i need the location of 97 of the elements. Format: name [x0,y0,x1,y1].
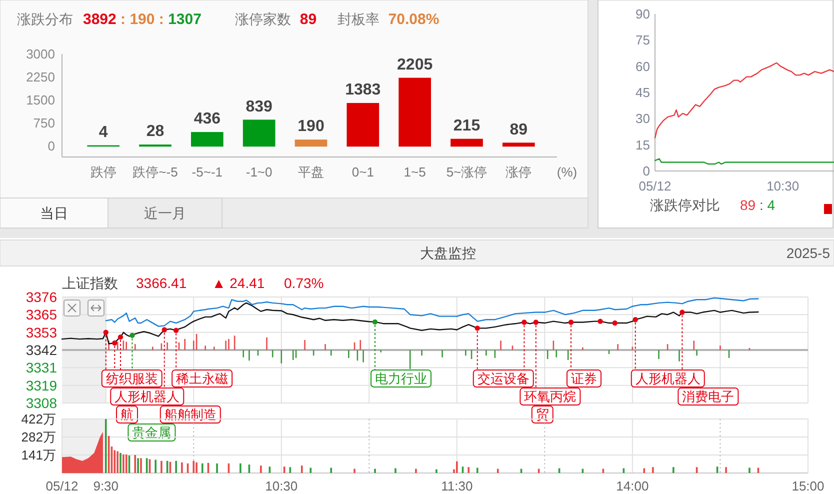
y-tick-label: 1500 [26,92,55,108]
point [173,328,179,333]
annotation: 证券 [571,371,598,386]
x-tick-label: 9:30 [93,478,119,494]
y-tick-label: 3319 [26,377,58,394]
y-tick-label: 3376 [26,289,58,305]
chart-subtitle: 3892 : 190 : 1307 [83,11,202,28]
point [162,327,167,332]
annotation: 稀土永磁 [176,371,228,386]
annotation: 消费电子 [682,389,734,404]
point [130,332,135,338]
y-tick-label: 3000 [26,46,55,62]
point [612,320,618,326]
point [112,340,118,346]
chart-title: 涨跌分布 [17,11,73,27]
x-tick-label: 跌停 [90,164,116,180]
y-tick-label: 3353 [26,324,58,340]
x-tick-label: 14:00 [616,478,649,494]
data-label: 839 [246,98,273,116]
x-tick-label: 涨停 [506,164,532,180]
y-tick-label: 3308 [26,395,58,411]
annotation: 电力行业 [374,371,427,386]
text: 3366.41 [136,275,187,291]
y-tick-label: 2250 [26,70,55,84]
text: 2025-5 [786,245,830,261]
y-tick-label: 750 [33,116,55,130]
point [533,320,538,325]
text: 89 : 4 [740,197,776,213]
x-tick-label: 5~涨停 [446,164,488,180]
y-tick-label: 45 [636,85,650,100]
bar [450,138,483,147]
annotation: 交运设备 [477,371,530,386]
x-tick-label: 跌停~-5 [132,164,178,180]
point [680,310,685,315]
x-axis-title: (%) [556,164,578,180]
y-tick-label: 3331 [26,360,58,376]
x-tick-label: 10:30 [265,478,298,494]
x-tick-label: 05/12 [638,178,672,194]
y-tick-label: 60 [636,58,650,74]
x-tick-label: 15:00 [792,478,824,494]
point [118,334,124,340]
bar [294,140,328,147]
line-series [654,62,834,138]
chart-title: 大盘监控 [420,245,476,261]
y-tick-label: 282万 [21,430,56,444]
point [103,330,108,335]
data-label: 215 [453,117,480,134]
y-tick-label: 30 [636,111,650,126]
x-tick-label: -5~-1 [192,164,223,180]
bar [190,132,224,147]
y-tick-label: 3342 [26,342,58,358]
x-tick-label: 11:30 [441,478,473,494]
text: 涨停家数 [234,11,291,27]
x-tick-label: 0~1 [352,164,374,180]
bar [502,142,535,147]
point [598,318,603,324]
text: 70.08% [388,11,440,28]
y-tick-label: 75 [636,32,650,48]
tab[interactable]: 当日 [0,198,108,228]
annotation: 人形机器人 [635,371,700,386]
text: 封板率 [337,11,380,27]
text: 89 [300,11,317,28]
text: 涨跌停对比 [650,197,720,213]
tab[interactable]: 近一月 [108,198,222,228]
x-tick-label: 1~5 [404,164,426,180]
data-label: 1383 [345,82,381,99]
bar [346,102,380,147]
point [632,317,638,322]
y-tick-label: 0 [48,138,55,154]
data-label: 436 [194,110,221,128]
annotation: 纺织服装 [106,371,158,386]
y-tick-label: 0 [642,164,650,178]
y-tick-label: 90 [636,6,650,22]
x-tick-label: 平盘 [298,164,324,180]
y-tick-label: 3365 [26,306,58,323]
bar [398,78,432,147]
point [372,319,378,325]
x-tick-label: 10:30 [766,178,800,194]
x-tick-label: 05/12 [46,478,78,494]
data-label: 28 [146,123,164,140]
annotation: 人形机器人 [114,389,180,404]
data-label: 190 [298,118,324,136]
chart-subtitle: 上证指数 [62,275,118,291]
annotation: 环氧丙烷 [524,389,576,404]
data-label: 4 [98,124,108,141]
data-label: 2205 [397,56,433,74]
point [474,326,480,331]
x-tick-label: -1~0 [246,164,272,180]
bar [242,120,276,147]
point [568,320,574,325]
y-tick-label: 141万 [21,448,56,462]
text: ▲ 24.41 [212,275,265,291]
data-label: 89 [510,121,528,138]
y-tick-label: 15 [636,137,650,152]
text: 0.73% [284,275,324,291]
point [522,320,527,325]
y-tick-label: 422万 [21,412,56,426]
